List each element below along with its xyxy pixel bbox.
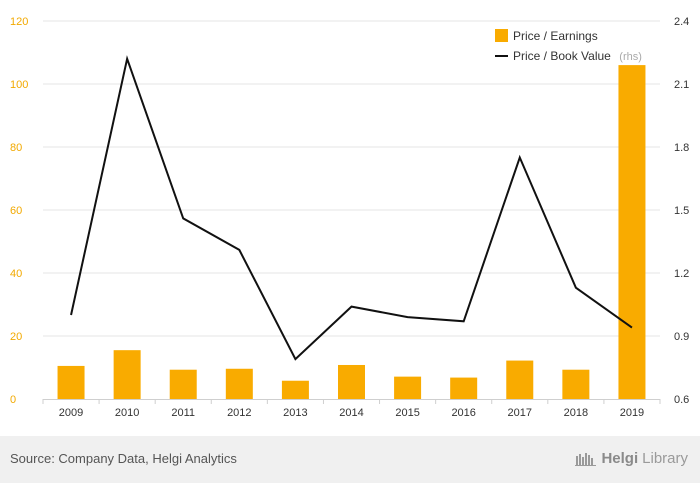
bar: [57, 365, 85, 399]
gridlines: [43, 20, 660, 337]
bar: [225, 368, 253, 399]
x-tick-label: 2013: [283, 407, 307, 419]
legend: Price / Earnings Price / Book Value (rhs…: [495, 29, 642, 64]
brand-logo: Helgi Library: [575, 450, 688, 467]
legend-swatch-bar: [495, 29, 508, 42]
source-text: Source: Company Data, Helgi Analytics: [10, 451, 237, 466]
left-tick-label: 0: [10, 394, 16, 406]
bar: [281, 380, 309, 399]
legend-label-pb-main: Price / Book Value: [513, 49, 611, 63]
bar: [169, 369, 197, 399]
x-tick-label: 2010: [115, 407, 139, 419]
bars-series: [57, 65, 646, 399]
left-tick-label: 20: [10, 331, 22, 343]
left-tick-label: 40: [10, 268, 22, 280]
legend-label-pb: Price / Book Value (rhs): [513, 47, 642, 64]
bar: [113, 350, 141, 399]
right-tick-label: 0.6: [674, 394, 689, 406]
line-series: [70, 55, 633, 361]
x-tick-label: 2017: [508, 407, 532, 419]
left-tick-label: 60: [10, 205, 22, 217]
right-tick-label: 1.2: [674, 268, 689, 280]
bar: [618, 65, 646, 399]
brand-name-a: Helgi: [601, 450, 639, 467]
bar: [338, 364, 365, 399]
right-tick-label: 0.9: [674, 331, 689, 343]
x-tick-label: 2012: [227, 407, 251, 419]
legend-label-pe: Price / Earnings: [513, 29, 598, 43]
left-tick-label: 120: [10, 16, 28, 28]
right-axis-ticks: 0.6 0.9 1.2 1.5 1.8 2.1 2.4: [674, 16, 689, 406]
left-axis-ticks: 0 20 40 60 80 100 120: [10, 16, 28, 406]
library-icon: [575, 452, 597, 466]
right-tick-label: 1.8: [674, 142, 689, 154]
x-tick-label: 2015: [395, 407, 419, 419]
x-tick-label: 2016: [451, 407, 475, 419]
line-path: [70, 55, 633, 361]
x-tick-label: 2019: [620, 407, 644, 419]
bar: [562, 369, 590, 399]
legend-label-pb-rhs: (rhs): [619, 51, 642, 63]
bar: [450, 377, 478, 399]
left-tick-label: 100: [10, 79, 28, 91]
x-axis: 2009 2010 2011 2012 2013 2014 2015 2016 2017 2018…: [42, 399, 661, 419]
x-tick-label: 2009: [59, 407, 83, 419]
x-tick-label: 2018: [564, 407, 588, 419]
left-tick-label: 80: [10, 142, 22, 154]
brand-name-b: Library: [642, 450, 688, 467]
right-tick-label: 2.1: [674, 79, 689, 91]
right-tick-label: 2.4: [674, 16, 689, 28]
x-tick-label: 2014: [339, 407, 363, 419]
bar: [506, 360, 534, 399]
right-tick-label: 1.5: [674, 205, 689, 217]
bar: [394, 376, 422, 399]
chart: 0 20 40 60 80 100 120 0.6 0.9 1.2 1.5 1.8 2.1 2.4 20…: [10, 16, 689, 419]
x-tick-label: 2011: [171, 407, 195, 419]
footer: Source: Company Data, Helgi Analytics He…: [0, 436, 700, 483]
